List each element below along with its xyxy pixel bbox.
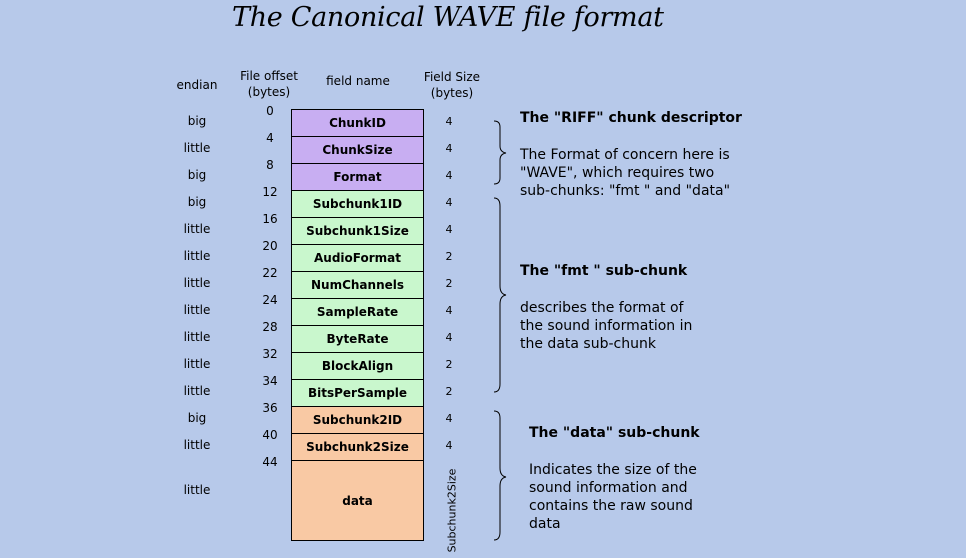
- field-size: Subchunk2Size: [445, 468, 459, 552]
- field-size: 4: [445, 169, 453, 182]
- offset-label: 40: [262, 428, 278, 442]
- field-audioformat: AudioFormat: [291, 244, 424, 272]
- field-format: Format: [291, 163, 424, 191]
- offset-label: 36: [262, 401, 278, 415]
- offset-header-line1: File offset: [240, 69, 298, 83]
- size-header-line2: (bytes): [430, 86, 474, 100]
- offset-label: 12: [262, 185, 278, 199]
- field-size: 4: [445, 331, 453, 344]
- size-header: Field Size (bytes): [418, 69, 486, 101]
- offset-label: 20: [262, 239, 278, 253]
- riff-description: The Format of concern here is "WAVE", wh…: [520, 146, 730, 200]
- field-size-vertical: Subchunk2Size: [445, 468, 459, 552]
- field-subchunk1size: Subchunk1Size: [291, 217, 424, 245]
- offset-label: 24: [262, 293, 278, 307]
- field-subchunk1id: Subchunk1ID: [291, 190, 424, 218]
- endian-label: little: [183, 249, 211, 263]
- endian-label: little: [183, 357, 211, 371]
- brace-data: [493, 410, 507, 541]
- data-description: Indicates the size of the sound informat…: [529, 461, 697, 533]
- offset-label: 16: [262, 212, 278, 226]
- riff-description-line: The Format of concern here is: [520, 147, 730, 163]
- data-description-line: contains the raw sound: [529, 498, 693, 514]
- endian-label: big: [187, 195, 207, 209]
- field-size: 4: [445, 412, 453, 425]
- endian-label: big: [187, 411, 207, 425]
- field-byterate: ByteRate: [291, 325, 424, 353]
- field-size: 4: [445, 142, 453, 155]
- offset-label: 4: [266, 131, 274, 145]
- field-size: 4: [445, 196, 453, 209]
- endian-label: little: [183, 222, 211, 236]
- field-blockalign: BlockAlign: [291, 352, 424, 380]
- endian-header: endian: [176, 78, 218, 92]
- offset-header: File offset (bytes): [232, 68, 306, 100]
- field-size: 4: [445, 439, 453, 452]
- endian-label: little: [183, 303, 211, 317]
- endian-label: big: [187, 114, 207, 128]
- data-heading: The "data" sub-chunk: [529, 425, 700, 441]
- brace-fmt: [493, 197, 507, 393]
- offset-label: 0: [266, 104, 274, 118]
- riff-description-line: "WAVE", which requires two: [520, 165, 715, 181]
- offset-label: 44: [262, 455, 278, 469]
- offset-label: 22: [262, 266, 278, 280]
- endian-label: big: [187, 168, 207, 182]
- fmt-description-line: the sound information in: [520, 318, 693, 334]
- offset-label: 34: [262, 374, 278, 388]
- data-description-line: Indicates the size of the: [529, 462, 697, 478]
- data-description-line: data: [529, 516, 561, 532]
- fmt-description-line: the data sub-chunk: [520, 336, 656, 352]
- field-chunksize: ChunkSize: [291, 136, 424, 164]
- endian-label: little: [183, 483, 211, 497]
- field-data: data: [291, 460, 424, 541]
- field-subchunk2size: Subchunk2Size: [291, 433, 424, 461]
- field-size: 2: [445, 358, 453, 371]
- field-size: 2: [445, 250, 453, 263]
- field-subchunk2id: Subchunk2ID: [291, 406, 424, 434]
- field-samplerate: SampleRate: [291, 298, 424, 326]
- fmt-description-line: describes the format of: [520, 300, 684, 316]
- offset-label: 8: [266, 158, 274, 172]
- riff-description-line: sub-chunks: "fmt " and "data": [520, 183, 731, 199]
- riff-heading: The "RIFF" chunk descriptor: [520, 110, 742, 126]
- field-size: 4: [445, 304, 453, 317]
- endian-label: little: [183, 330, 211, 344]
- field-size: 4: [445, 115, 453, 128]
- field-chunkid: ChunkID: [291, 109, 424, 137]
- field-size: 2: [445, 277, 453, 290]
- field-numchannels: NumChannels: [291, 271, 424, 299]
- endian-label: little: [183, 384, 211, 398]
- fmt-description: describes the format of the sound inform…: [520, 299, 692, 353]
- size-header-line1: Field Size: [423, 70, 481, 84]
- data-description-line: sound information and: [529, 480, 688, 496]
- brace-riff: [493, 120, 507, 185]
- endian-label: little: [183, 438, 211, 452]
- offset-header-line2: (bytes): [247, 85, 291, 99]
- offset-label: 32: [262, 347, 278, 361]
- offset-label: 28: [262, 320, 278, 334]
- fmt-heading: The "fmt " sub-chunk: [520, 263, 688, 279]
- endian-label: little: [183, 141, 211, 155]
- page-title: The Canonical WAVE file format: [232, 2, 664, 33]
- field-size: 4: [445, 223, 453, 236]
- field-name-header: field name: [326, 74, 390, 88]
- field-bitspersample: BitsPerSample: [291, 379, 424, 407]
- field-size: 2: [445, 385, 453, 398]
- endian-label: little: [183, 276, 211, 290]
